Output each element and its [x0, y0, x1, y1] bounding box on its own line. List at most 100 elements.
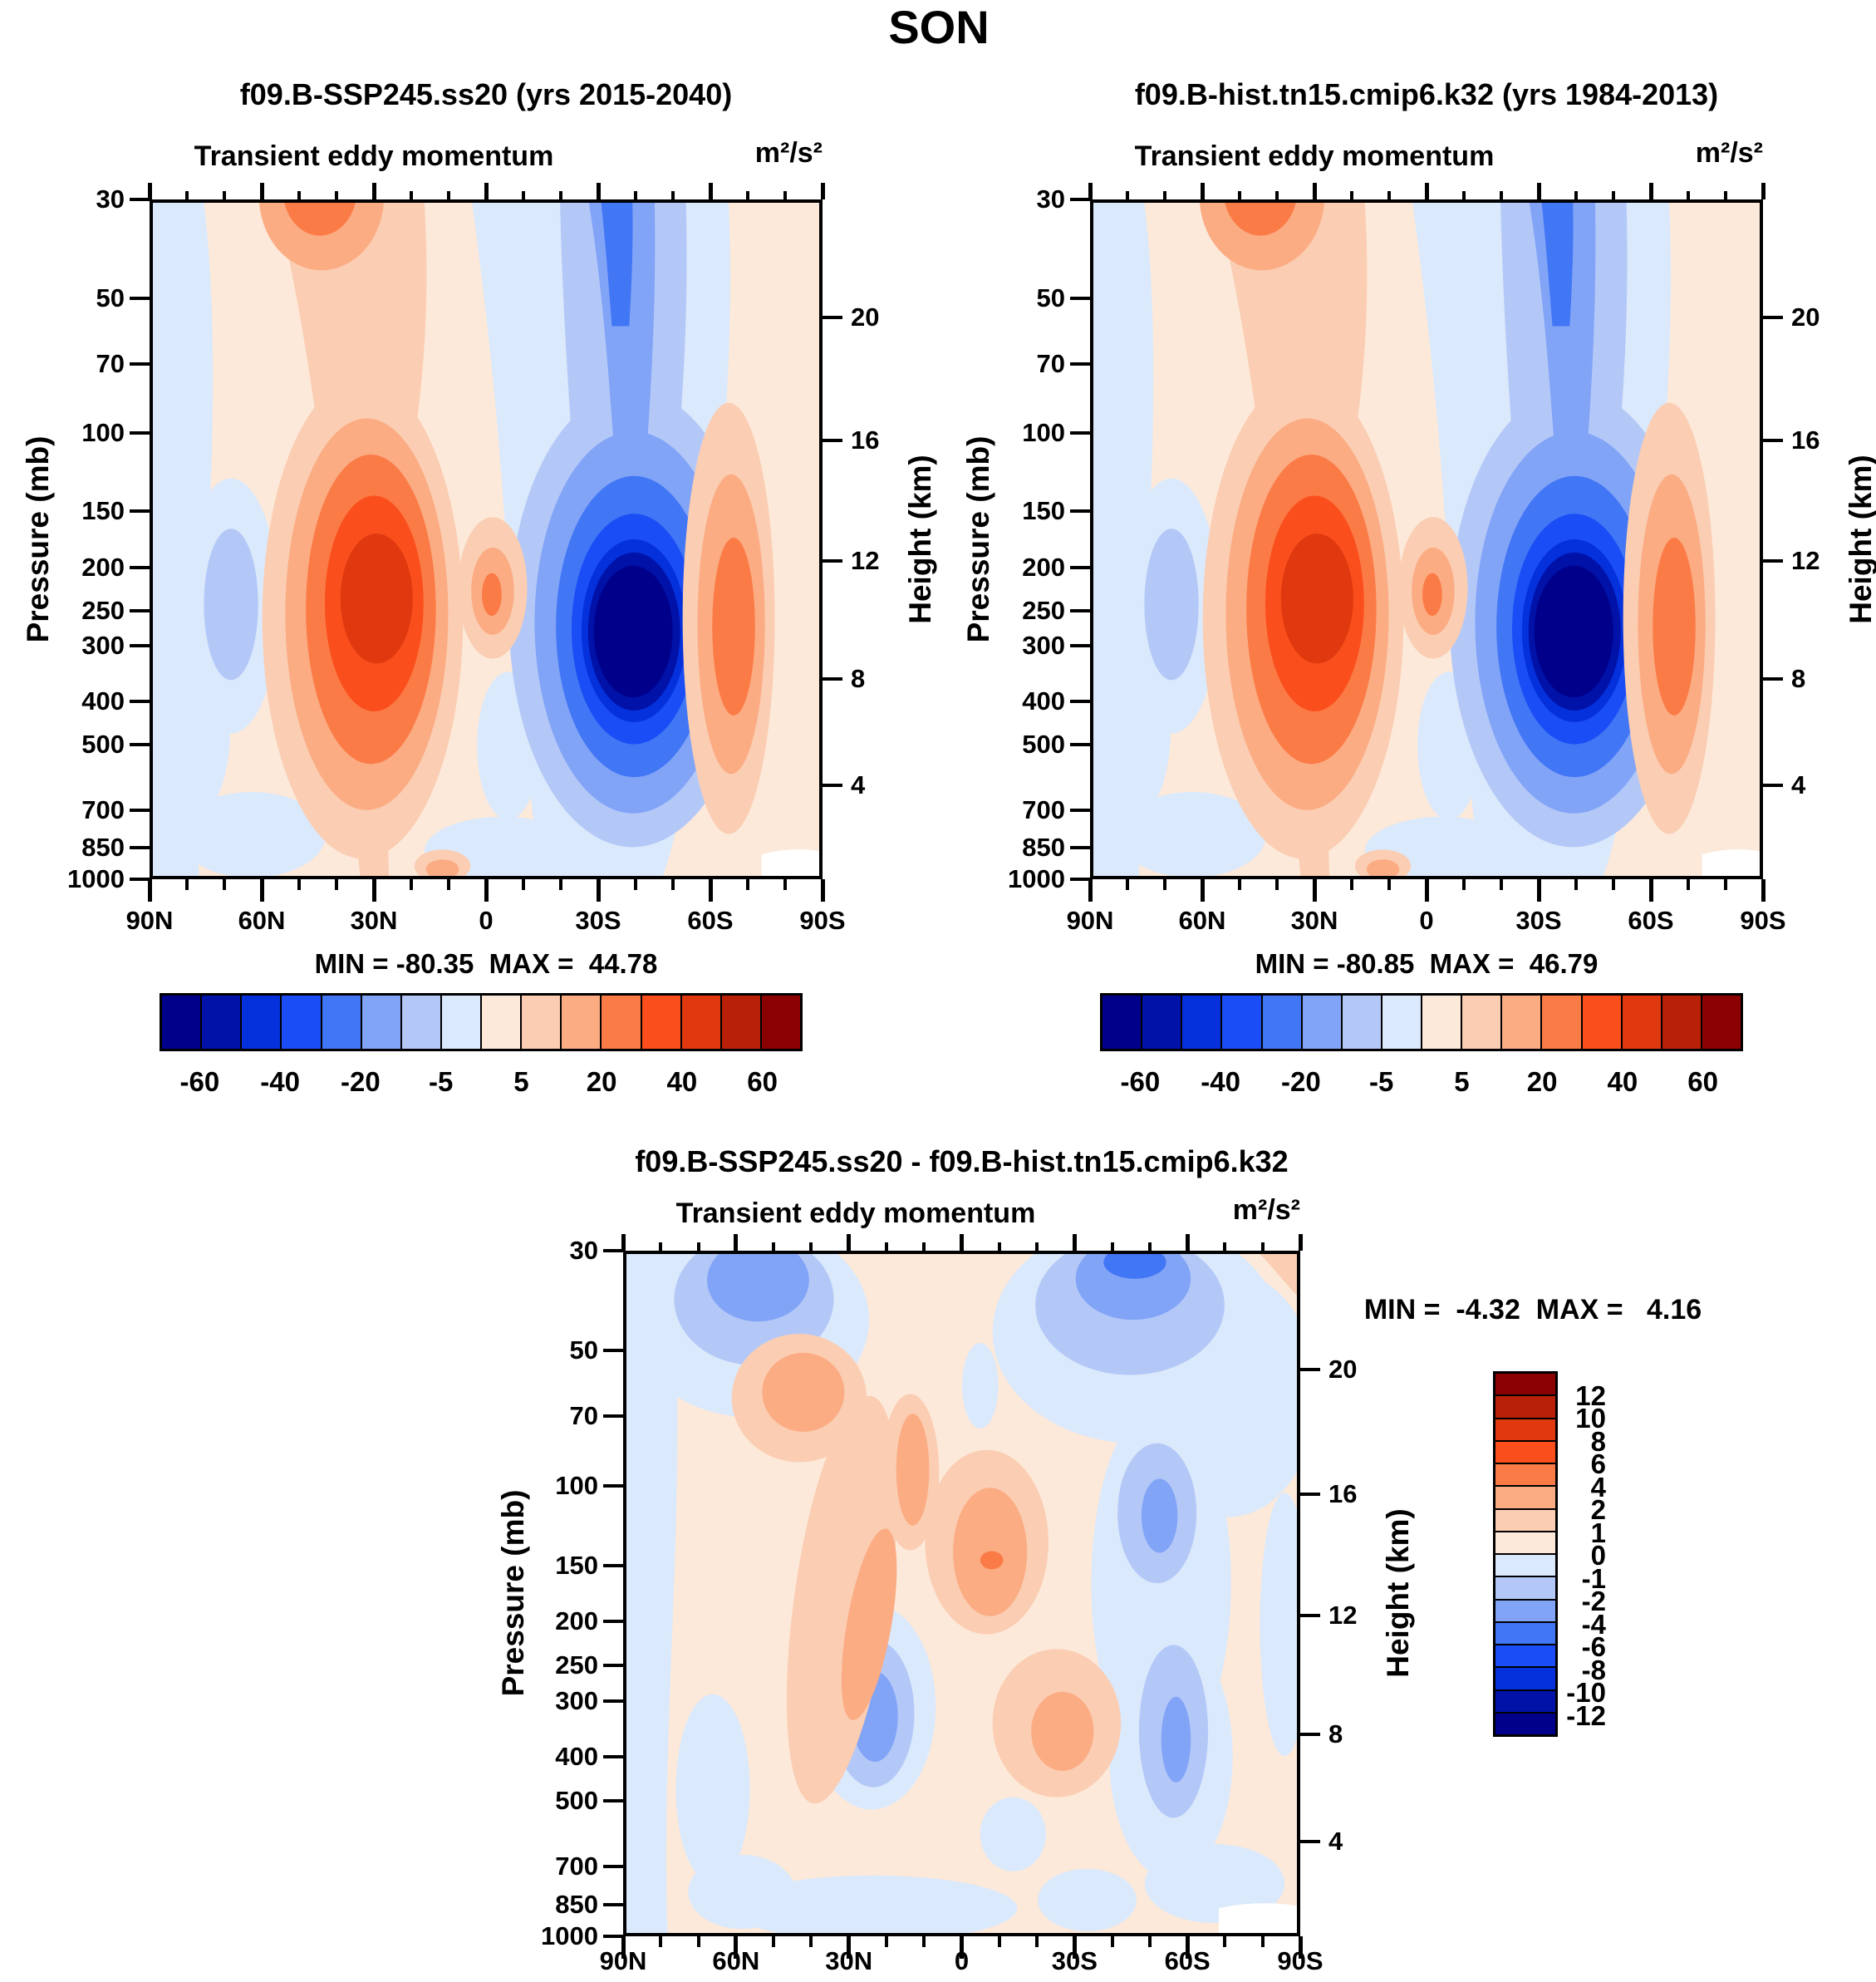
x-tick-label: 30N	[1290, 906, 1338, 935]
x-tick-label: 0	[479, 906, 494, 935]
colorbar-segment	[1181, 996, 1221, 1049]
x-major-tick	[621, 1234, 626, 1251]
pressure-tick-label: 200	[1022, 552, 1065, 582]
pressure-tick	[130, 700, 150, 704]
x-major-tick	[1200, 879, 1205, 902]
pressure-tick	[130, 361, 150, 366]
colorbar-label: -5	[428, 1066, 454, 1097]
height-tick	[1300, 1613, 1320, 1617]
x-minor-tick	[1275, 879, 1279, 890]
x-minor-tick	[1147, 1242, 1152, 1251]
x-minor-tick	[1687, 879, 1690, 890]
x-major-tick	[596, 183, 601, 199]
x-tick-label: 30N	[350, 906, 398, 935]
colorbar-label: -4	[1581, 1608, 1606, 1640]
height-tick-label: 4	[851, 770, 866, 800]
pressure-tick	[603, 1484, 623, 1488]
panel2-contour-field	[1093, 203, 1760, 876]
pressure-tick	[1070, 430, 1090, 435]
height-tick	[1763, 559, 1783, 563]
x-major-tick	[1298, 1234, 1303, 1251]
panel3-title: f09.B-SSP245.ss20 - f09.B-hist.tn15.cmip…	[635, 1144, 1289, 1178]
colorbar-segment	[1103, 996, 1142, 1049]
colorbar-segment	[560, 996, 601, 1049]
colorbar-segment	[600, 996, 641, 1049]
colorbar-label: 4	[1590, 1471, 1606, 1502]
x-minor-tick	[335, 879, 338, 890]
x-minor-tick	[1126, 879, 1129, 890]
x-major-tick	[708, 879, 713, 902]
x-major-tick	[147, 183, 152, 199]
colorbar-segment	[520, 996, 561, 1049]
x-minor-tick	[297, 191, 301, 199]
colorbar-segment	[1260, 996, 1301, 1049]
colorbar-segment	[1495, 1553, 1555, 1576]
panel3-contour-plot	[623, 1251, 1300, 1936]
pressure-tick	[1070, 509, 1090, 514]
x-minor-tick	[1223, 1936, 1227, 1947]
x-minor-tick	[659, 1936, 663, 1947]
height-tick-label: 12	[851, 546, 880, 576]
x-tick-label: 90S	[1277, 1946, 1324, 1975]
x-minor-tick	[659, 1242, 663, 1251]
x-tick-label: 60N	[1178, 906, 1226, 935]
pressure-tick-label: 250	[81, 595, 125, 625]
height-tick	[1300, 1367, 1320, 1371]
pressure-tick-label: 30	[1036, 184, 1065, 214]
x-major-tick	[820, 183, 825, 199]
colorbar-segment	[1620, 996, 1661, 1049]
panel3-subtitle: Transient eddy momentum	[675, 1198, 1036, 1229]
pressure-tick-label: 400	[1022, 686, 1065, 716]
colorbar-segment	[1540, 996, 1581, 1049]
colorbar-segment	[240, 996, 281, 1049]
x-tick-label: 30S	[1051, 1946, 1098, 1975]
panel3-colorbar	[1493, 1371, 1558, 1737]
x-major-tick	[1536, 183, 1541, 199]
pressure-tick-label: 300	[81, 631, 125, 661]
pressure-tick	[603, 1798, 623, 1802]
panel1-units: m²/s²	[754, 137, 823, 169]
x-major-tick	[1088, 183, 1093, 199]
x-minor-tick	[1350, 191, 1353, 199]
pressure-tick-label: 850	[555, 1889, 598, 1919]
panel2-colorbar	[1100, 993, 1743, 1051]
colorbar-label: 12	[1575, 1380, 1606, 1411]
pressure-tick	[603, 1249, 623, 1252]
pressure-tick	[603, 1699, 623, 1703]
height-tick	[823, 676, 842, 681]
pressure-tick-label: 100	[1022, 417, 1065, 447]
pressure-tick	[603, 1620, 623, 1624]
pressure-tick-label: 100	[81, 417, 125, 447]
colorbar-segment	[640, 996, 680, 1049]
x-major-tick	[960, 1936, 964, 1959]
x-minor-tick	[746, 879, 749, 890]
x-major-tick	[960, 1234, 964, 1251]
pressure-tick-label: 50	[569, 1335, 598, 1365]
pressure-tick-label: 250	[555, 1650, 598, 1680]
colorbar-label: 8	[1590, 1425, 1606, 1457]
pressure-tick-label: 50	[96, 283, 125, 313]
colorbar-segment	[1495, 1644, 1555, 1667]
pressure-tick	[130, 608, 150, 612]
panel3-contour-field	[626, 1254, 1297, 1933]
x-major-tick	[596, 879, 601, 902]
colorbar-segment	[280, 996, 321, 1049]
x-major-tick	[1312, 879, 1317, 902]
x-minor-tick	[1035, 1242, 1039, 1251]
colorbar-segment	[1421, 996, 1461, 1049]
x-major-tick	[1088, 879, 1093, 902]
x-minor-tick	[1462, 191, 1466, 199]
pressure-tick	[603, 1563, 623, 1567]
pressure-tick	[130, 430, 150, 435]
height-tick-label: 12	[1791, 546, 1820, 576]
x-minor-tick	[559, 879, 562, 890]
x-minor-tick	[1163, 191, 1166, 199]
x-minor-tick	[696, 1936, 700, 1947]
x-tick-label: 30N	[825, 1946, 873, 1975]
pressure-tick	[1070, 565, 1090, 569]
colorbar-segment	[1300, 996, 1341, 1049]
colorbar-label: 5	[513, 1066, 529, 1097]
x-minor-tick	[1035, 1936, 1039, 1947]
pressure-tick-label: 30	[96, 184, 125, 214]
colorbar-label: -10	[1566, 1677, 1606, 1708]
